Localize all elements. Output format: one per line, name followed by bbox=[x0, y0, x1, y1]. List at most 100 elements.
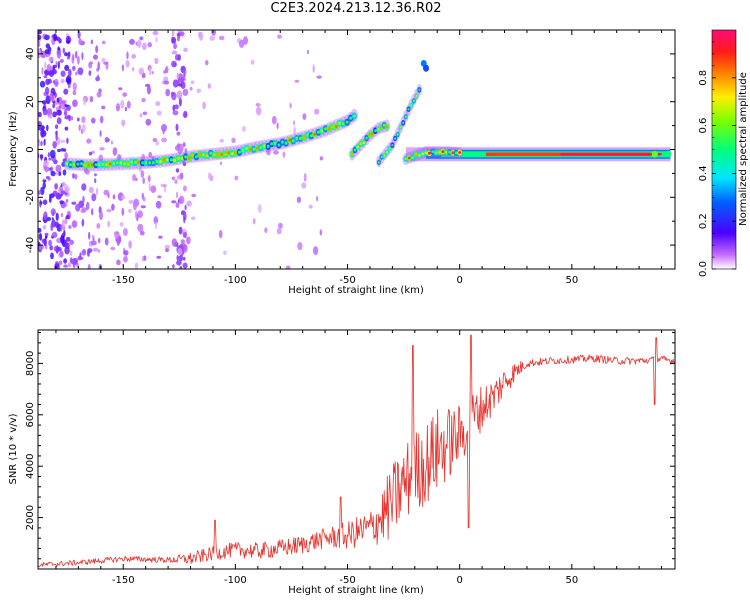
spectral-core bbox=[324, 127, 327, 131]
noise-speckle bbox=[140, 170, 145, 178]
spectral-core bbox=[173, 158, 177, 162]
noise-speckle bbox=[129, 38, 135, 45]
noise-speckle bbox=[86, 138, 92, 144]
noise-speckle bbox=[115, 103, 121, 112]
noise-speckle bbox=[121, 207, 125, 216]
snr-x-tick-label: -100 bbox=[224, 575, 247, 586]
spectral-core bbox=[148, 161, 152, 165]
noise-speckle bbox=[81, 249, 87, 256]
noise-speckle bbox=[171, 60, 177, 68]
noise-speckle bbox=[66, 40, 71, 44]
noise-speckle bbox=[68, 115, 72, 122]
spectral-core bbox=[137, 160, 141, 164]
noise-speckle bbox=[77, 256, 84, 260]
noise-speckle bbox=[145, 118, 152, 126]
spectral-core bbox=[87, 163, 91, 167]
noise-speckle bbox=[282, 151, 286, 158]
noise-speckle bbox=[101, 105, 106, 110]
noise-speckle bbox=[96, 223, 101, 229]
noise-speckle bbox=[51, 217, 54, 221]
noise-speckle bbox=[190, 80, 195, 85]
noise-speckle bbox=[64, 64, 70, 71]
spectral-core bbox=[359, 142, 362, 146]
spectral-core bbox=[273, 141, 277, 145]
spectrogram-x-tick-label: -100 bbox=[224, 275, 247, 286]
noise-speckle bbox=[47, 152, 50, 158]
noise-speckle bbox=[46, 216, 52, 222]
noise-speckle bbox=[271, 115, 277, 125]
noise-speckle bbox=[94, 178, 97, 184]
spectral-core bbox=[270, 142, 274, 146]
noise-speckle bbox=[189, 86, 193, 91]
noise-speckle bbox=[72, 90, 77, 96]
noise-speckle bbox=[122, 228, 128, 236]
noise-speckle bbox=[42, 100, 47, 105]
spectral-core bbox=[331, 125, 335, 129]
noise-speckle bbox=[41, 67, 44, 75]
noise-speckle bbox=[104, 237, 109, 246]
spectral-core bbox=[402, 121, 405, 125]
spectral-core bbox=[356, 145, 359, 149]
noise-speckle bbox=[155, 200, 162, 209]
noise-speckle bbox=[59, 200, 64, 205]
spectral-core bbox=[248, 147, 252, 151]
isolated-blob bbox=[665, 150, 672, 158]
noise-speckle bbox=[161, 124, 167, 132]
noise-speckle bbox=[177, 54, 181, 61]
spectral-core bbox=[220, 152, 223, 157]
spectral-core bbox=[410, 104, 413, 107]
spectral-core bbox=[385, 151, 389, 154]
noise-speckle bbox=[110, 140, 113, 145]
noise-speckle bbox=[88, 61, 93, 69]
flat-track bbox=[405, 147, 671, 162]
noise-speckle bbox=[112, 194, 116, 200]
noise-speckle bbox=[128, 208, 132, 213]
noise-speckle bbox=[103, 61, 109, 65]
flat-track-start bbox=[402, 145, 464, 166]
noise-speckle bbox=[48, 196, 52, 203]
noise-speckle bbox=[89, 96, 94, 103]
noise-speckle bbox=[40, 154, 43, 161]
noise-speckle bbox=[148, 182, 151, 192]
noise-speckle bbox=[64, 108, 68, 117]
noise-speckle bbox=[128, 199, 134, 204]
noise-speckle bbox=[48, 157, 51, 161]
noise-speckle bbox=[132, 201, 137, 211]
noise-speckle bbox=[99, 130, 102, 137]
noise-speckle bbox=[38, 48, 41, 52]
noise-speckle bbox=[313, 246, 319, 256]
noise-speckle bbox=[87, 264, 91, 269]
noise-speckle bbox=[156, 110, 162, 116]
noise-speckle bbox=[56, 36, 61, 42]
noise-speckle bbox=[50, 223, 53, 232]
noise-speckle bbox=[273, 150, 279, 155]
noise-speckle bbox=[42, 199, 48, 205]
spectral-core bbox=[394, 137, 397, 140]
noise-speckle bbox=[178, 226, 183, 235]
noise-speckle bbox=[65, 78, 70, 83]
spectral-core bbox=[130, 160, 134, 164]
spectral-core bbox=[80, 162, 83, 166]
noise-speckle bbox=[302, 113, 307, 120]
spectral-core bbox=[119, 161, 123, 165]
spectral-core bbox=[349, 116, 353, 120]
noise-speckle bbox=[139, 36, 144, 41]
noise-speckle bbox=[55, 132, 58, 141]
noise-speckle bbox=[173, 43, 178, 50]
spectral-core bbox=[238, 150, 241, 154]
noise-speckle bbox=[319, 229, 322, 236]
noise-speckle bbox=[137, 39, 142, 48]
spectral-core bbox=[223, 152, 227, 156]
noise-speckle bbox=[82, 124, 86, 133]
spectral-core bbox=[105, 163, 108, 167]
noise-speckle bbox=[176, 143, 181, 148]
noise-speckle bbox=[142, 42, 147, 51]
noise-speckle bbox=[293, 126, 296, 135]
noise-speckle bbox=[42, 179, 47, 183]
snr-y-axis: 2000 4000 6000 8000 bbox=[25, 332, 675, 570]
secondary-track bbox=[348, 119, 391, 161]
noise-speckle bbox=[45, 86, 50, 95]
noise-speckle bbox=[294, 79, 300, 83]
spectral-core bbox=[230, 152, 234, 156]
noise-speckle bbox=[142, 111, 148, 116]
